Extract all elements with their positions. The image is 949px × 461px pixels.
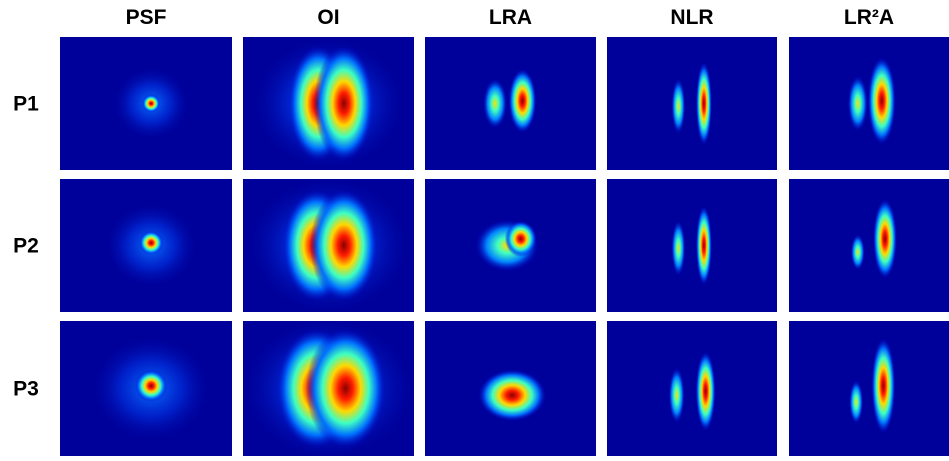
- intensity-blob: [669, 367, 685, 423]
- heatmap-image: [60, 179, 232, 312]
- heatmap-image: [425, 37, 596, 170]
- heatmap-image: [607, 37, 777, 170]
- heatmap-image: [425, 321, 596, 456]
- heatmap-image: [607, 179, 777, 312]
- intensity-blob: [868, 57, 896, 145]
- intensity-blob: [505, 221, 537, 257]
- intensity-blob: [478, 369, 546, 421]
- intensity-blob: [135, 370, 167, 402]
- column-header: LR²A: [844, 6, 894, 29]
- column-header: PSF: [126, 6, 167, 29]
- image-background: [607, 179, 777, 312]
- intensity-blob: [310, 190, 378, 302]
- heatmap-image: [239, 314, 419, 457]
- image-background: [607, 37, 777, 170]
- heatmap-image: [607, 321, 777, 456]
- image-background: [607, 321, 777, 456]
- intensity-blob: [696, 62, 712, 146]
- intensity-blob: [142, 95, 160, 113]
- figure: PSF OI LRA NLR LR²A P1 P2 P3: [0, 0, 949, 456]
- heatmap-image: [60, 321, 232, 456]
- intensity-blob: [314, 46, 374, 162]
- heatmap-image: [789, 321, 949, 456]
- column-header: NLR: [670, 6, 713, 29]
- intensity-blob: [851, 234, 865, 270]
- intensity-blob: [671, 78, 685, 134]
- image-background: [789, 321, 949, 456]
- row-label: P2: [13, 235, 39, 258]
- intensity-blob: [848, 76, 868, 132]
- row-label: P3: [13, 378, 39, 401]
- heatmap-image: [789, 179, 949, 312]
- intensity-blob: [696, 206, 712, 286]
- heatmap-image: [789, 37, 949, 170]
- intensity-blob: [873, 199, 897, 279]
- intensity-blob: [508, 69, 536, 133]
- intensity-blob: [871, 338, 895, 434]
- heatmap-image: [60, 37, 232, 170]
- column-header: LRA: [489, 6, 532, 29]
- intensity-blob: [139, 231, 163, 255]
- image-background: [789, 179, 949, 312]
- column-header: OI: [317, 6, 339, 29]
- page: PSFOILRANLRLR²AP1P2P3 (() => { const dat…: [0, 0, 949, 456]
- intensity-blob: [306, 329, 386, 449]
- row-label: P1: [13, 93, 39, 116]
- intensity-blob: [671, 220, 685, 276]
- intensity-blob: [483, 79, 507, 129]
- heatmap-image: [243, 34, 414, 174]
- intensity-blob: [849, 380, 863, 424]
- heatmap-image: [243, 174, 414, 318]
- heatmap-image: [425, 179, 596, 312]
- intensity-blob: [696, 351, 716, 431]
